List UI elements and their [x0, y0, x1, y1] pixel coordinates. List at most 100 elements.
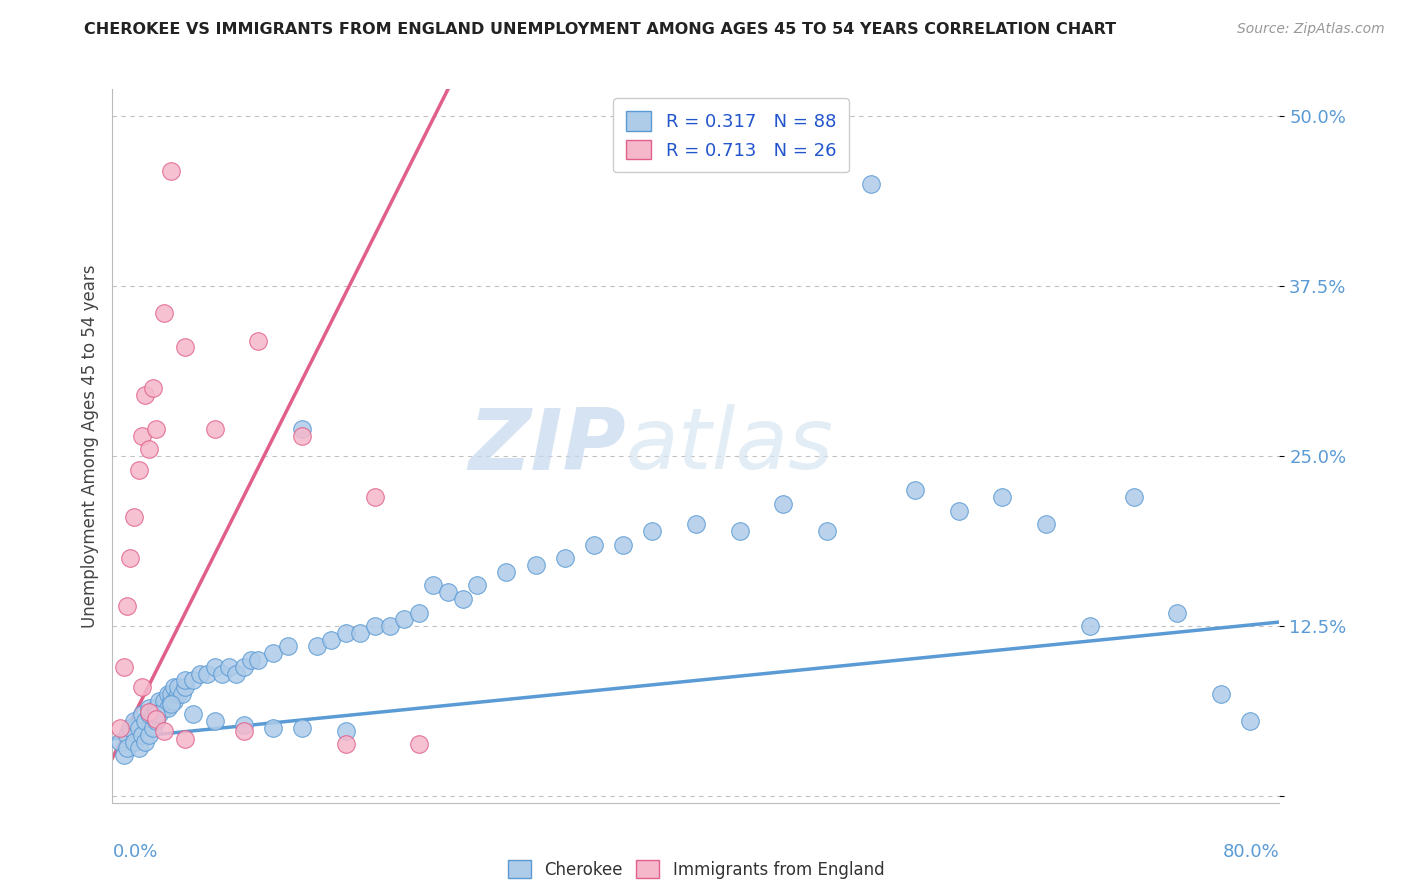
Point	[991, 490, 1014, 504]
Point	[145, 700, 167, 714]
Point	[641, 524, 664, 538]
Legend: Cherokee, Immigrants from England: Cherokee, Immigrants from England	[499, 852, 893, 888]
Point	[195, 666, 218, 681]
Point	[321, 632, 343, 647]
Point	[524, 558, 547, 572]
Point	[364, 490, 387, 504]
Point	[204, 422, 226, 436]
Point	[167, 687, 190, 701]
Point	[364, 619, 387, 633]
Point	[160, 697, 183, 711]
Point	[174, 680, 197, 694]
Point	[152, 694, 174, 708]
Point	[685, 517, 707, 532]
Point	[112, 748, 135, 763]
Point	[554, 551, 576, 566]
Point	[128, 721, 150, 735]
Point	[152, 723, 174, 738]
Y-axis label: Unemployment Among Ages 45 to 54 years: Unemployment Among Ages 45 to 54 years	[80, 264, 98, 628]
Point	[335, 626, 357, 640]
Point	[118, 721, 141, 735]
Point	[247, 334, 270, 348]
Point	[1122, 490, 1144, 504]
Point	[612, 537, 634, 551]
Point	[465, 578, 488, 592]
Point	[392, 612, 416, 626]
Point	[138, 728, 160, 742]
Point	[188, 666, 211, 681]
Point	[128, 463, 150, 477]
Point	[115, 599, 138, 613]
Point	[134, 714, 156, 729]
Point	[138, 700, 160, 714]
Point	[181, 673, 204, 688]
Point	[108, 721, 131, 735]
Point	[1166, 606, 1188, 620]
Point	[232, 723, 254, 738]
Point	[378, 619, 401, 633]
Point	[859, 178, 883, 192]
Point	[124, 510, 146, 524]
Point	[138, 442, 160, 457]
Point	[305, 640, 328, 654]
Point	[291, 721, 314, 735]
Point	[134, 734, 156, 748]
Point	[276, 640, 298, 654]
Point	[204, 660, 226, 674]
Point	[437, 585, 460, 599]
Point	[118, 551, 141, 566]
Point	[112, 660, 135, 674]
Point	[148, 694, 170, 708]
Point	[138, 705, 160, 719]
Point	[174, 731, 197, 746]
Point	[174, 673, 197, 688]
Point	[174, 341, 197, 355]
Point	[408, 606, 430, 620]
Point	[211, 666, 233, 681]
Point	[582, 537, 605, 551]
Point	[167, 680, 190, 694]
Point	[131, 707, 153, 722]
Point	[124, 714, 146, 729]
Point	[495, 565, 517, 579]
Point	[1078, 619, 1101, 633]
Point	[232, 660, 254, 674]
Point	[1239, 714, 1261, 729]
Point	[148, 707, 170, 722]
Point	[349, 626, 371, 640]
Point	[772, 497, 794, 511]
Point	[451, 591, 474, 606]
Point	[262, 646, 284, 660]
Point	[160, 163, 183, 178]
Point	[145, 714, 167, 729]
Point	[172, 687, 194, 701]
Point	[115, 728, 138, 742]
Point	[138, 707, 160, 722]
Point	[115, 741, 138, 756]
Point	[152, 700, 174, 714]
Point	[1209, 687, 1232, 701]
Point	[142, 721, 165, 735]
Point	[163, 694, 186, 708]
Point	[218, 660, 240, 674]
Point	[291, 429, 314, 443]
Point	[128, 741, 150, 756]
Point	[145, 712, 167, 726]
Point	[815, 524, 838, 538]
Text: 0.0%: 0.0%	[112, 843, 157, 861]
Point	[160, 694, 183, 708]
Point	[335, 723, 357, 738]
Point	[124, 734, 146, 748]
Point	[156, 700, 179, 714]
Point	[1035, 517, 1057, 532]
Point	[904, 483, 927, 498]
Point	[163, 680, 186, 694]
Point	[134, 388, 156, 402]
Text: atlas: atlas	[626, 404, 834, 488]
Text: ZIP: ZIP	[468, 404, 626, 488]
Text: Source: ZipAtlas.com: Source: ZipAtlas.com	[1237, 22, 1385, 37]
Point	[335, 737, 357, 751]
Point	[204, 714, 226, 729]
Point	[145, 422, 167, 436]
Point	[131, 728, 153, 742]
